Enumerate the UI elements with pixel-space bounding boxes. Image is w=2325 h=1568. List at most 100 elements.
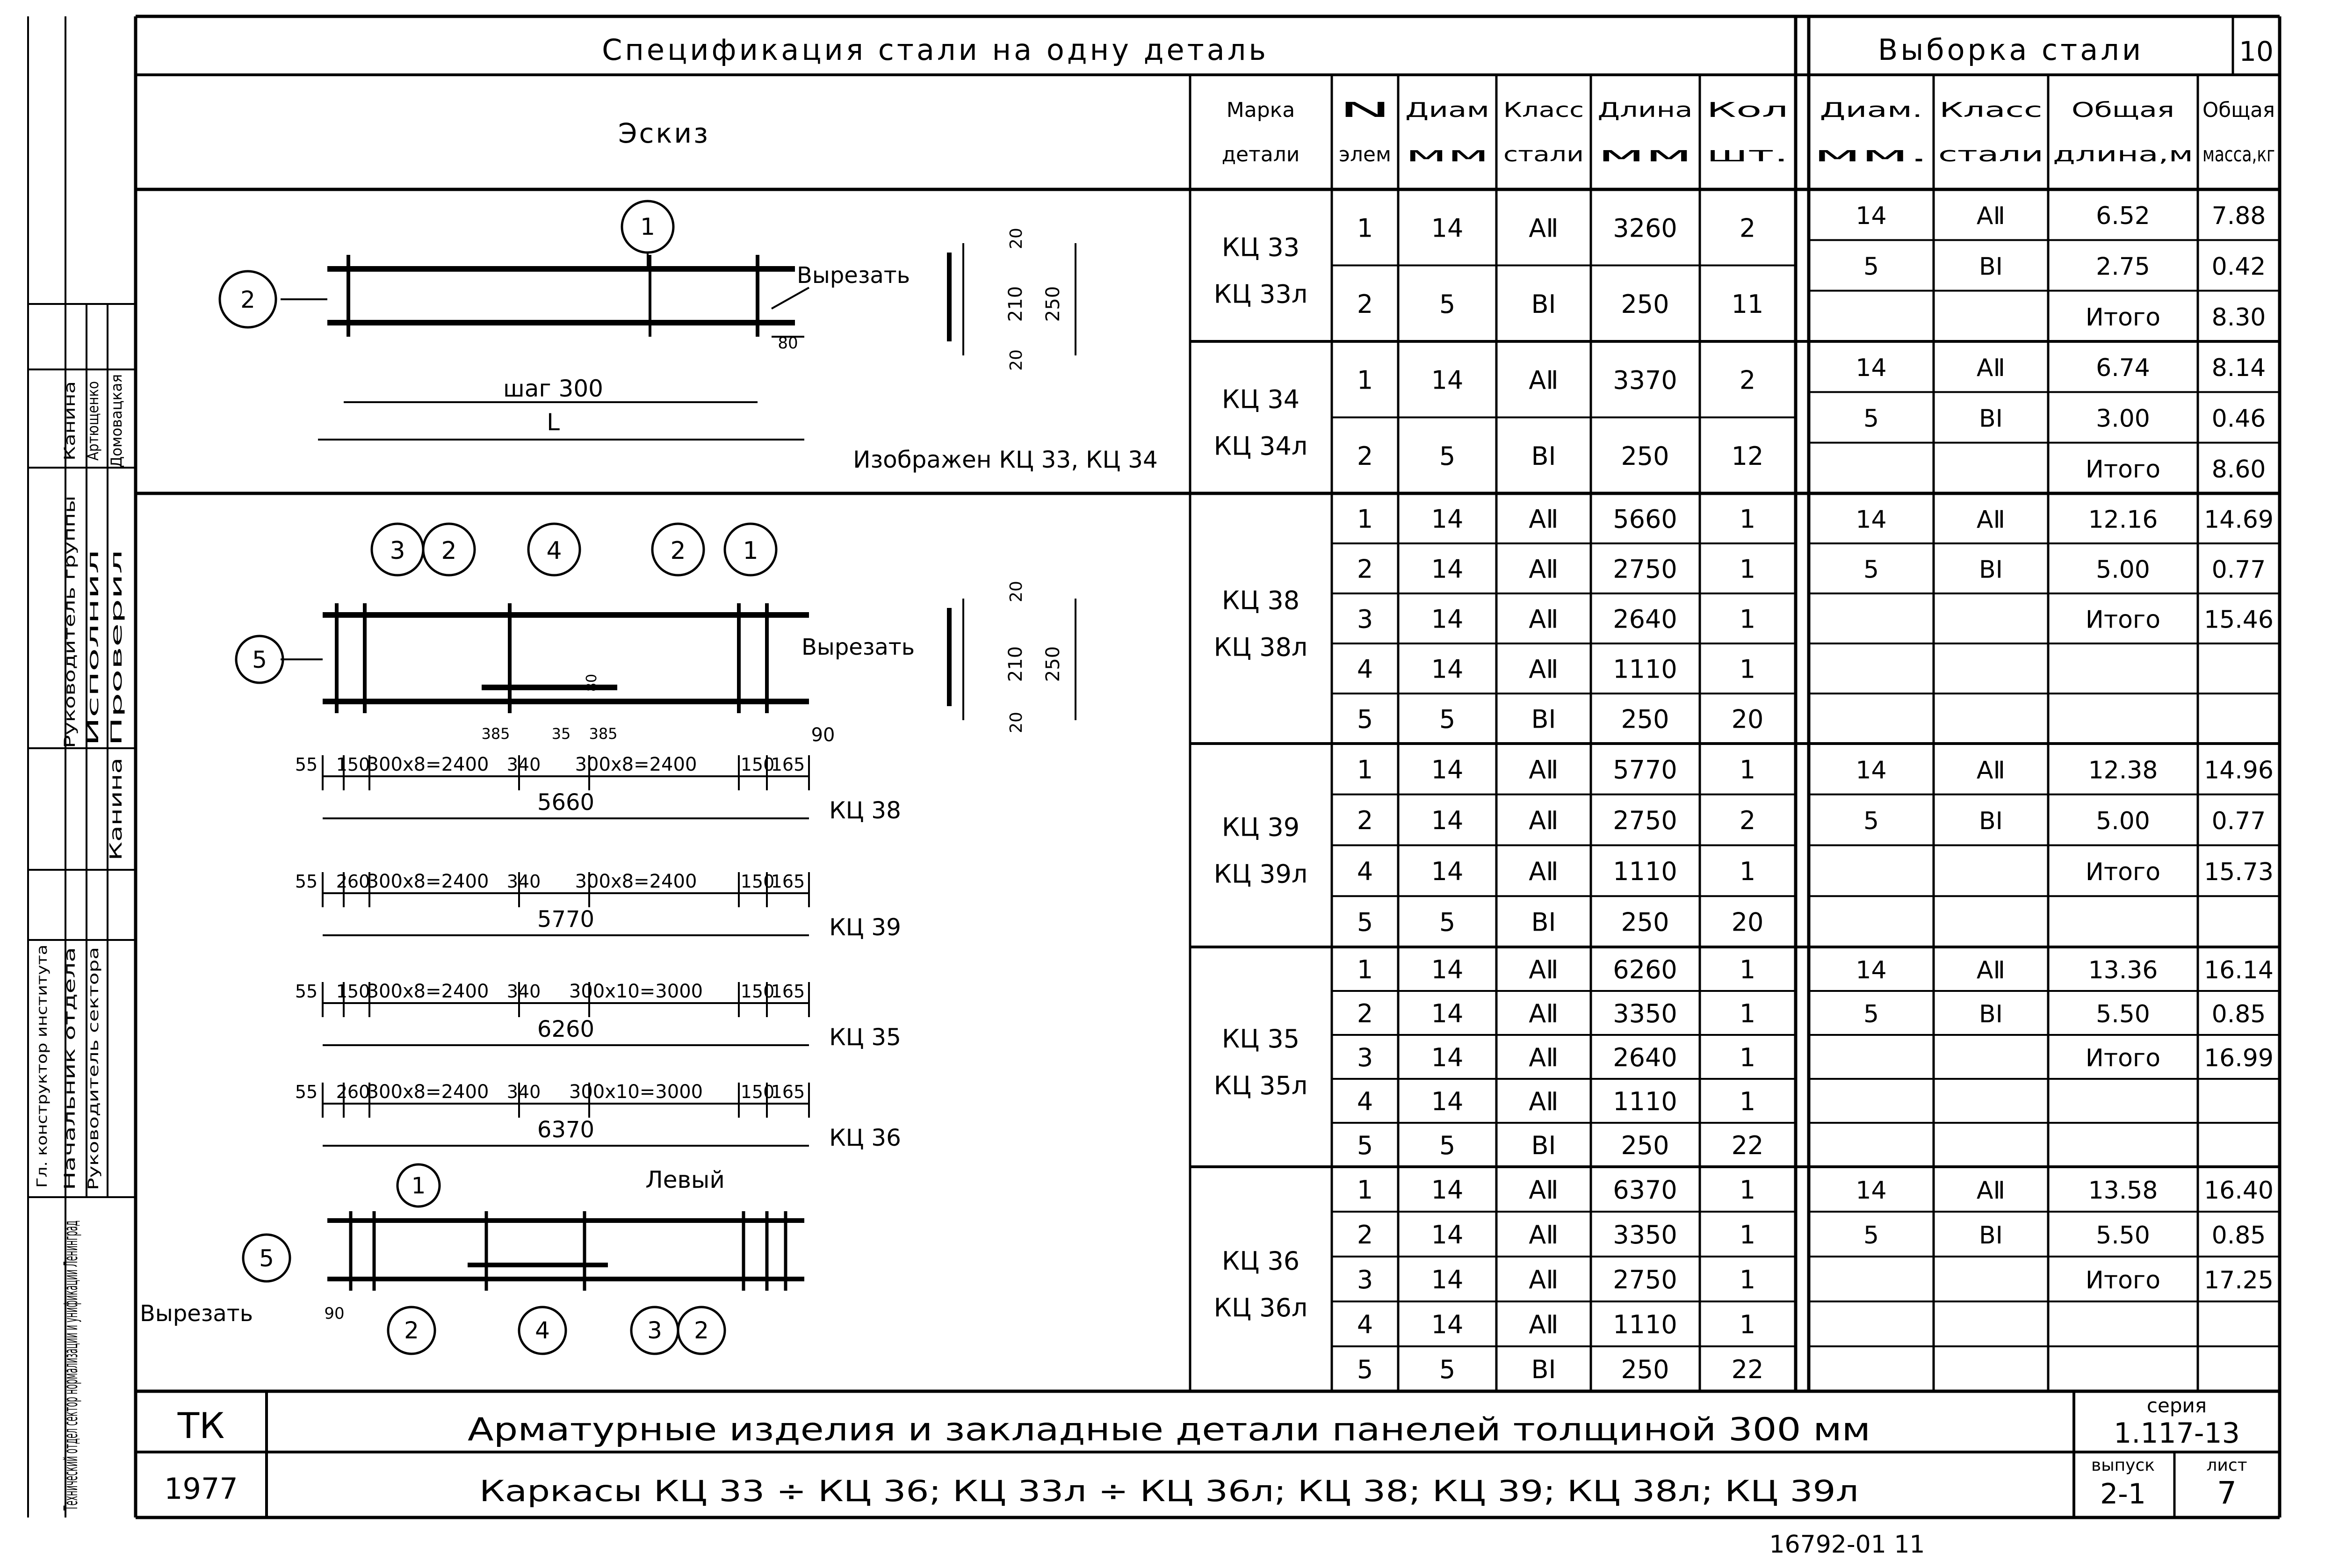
step-label: шаг 300 (503, 375, 603, 402)
callout-num: 2 (240, 286, 255, 313)
spec-cell: 1110 (1613, 1310, 1677, 1339)
dim-250: 250 (1042, 286, 1064, 322)
spec-cell: АⅡ (1529, 1087, 1559, 1116)
spec-cell: 3350 (1613, 1220, 1677, 1250)
selection-cell: 5.00 (2096, 807, 2150, 835)
cut-label-2: Вырезать (801, 634, 915, 660)
selection-cell: 14 (1856, 354, 1886, 382)
dim-part: 150 (741, 871, 775, 892)
spec-cell: 2 (1357, 1220, 1373, 1250)
sketch-title: Эскиз (618, 117, 710, 149)
spec-cell: 2 (1357, 441, 1373, 471)
spec-cell: 14 (1431, 806, 1464, 835)
drawing-subtitle: Каркасы КЦ 33 ÷ КЦ 36; КЦ 33л ÷ КЦ 36л; … (479, 1474, 1859, 1508)
spec-cell: 14 (1431, 605, 1464, 634)
selection-cell: 12.16 (2088, 506, 2158, 534)
spec-col-header: Марка (1227, 98, 1295, 122)
spec-cell: 250 (1621, 1355, 1669, 1384)
selection-cell: ВⅠ (1979, 556, 2003, 584)
spec-cell: 5 (1357, 908, 1373, 937)
spec-cell: 5770 (1613, 755, 1677, 784)
selection-cell: АⅡ (1977, 756, 2005, 784)
callout-circle (387, 1306, 436, 1355)
callout-num: 4 (546, 537, 562, 565)
selection-cell: АⅡ (1977, 956, 2005, 984)
selection-cell: 2.75 (2096, 253, 2150, 281)
dim-part: 340 (507, 871, 541, 892)
selection-cell: 3.00 (2096, 405, 2150, 433)
spec-cell: ВⅠ (1531, 705, 1556, 734)
spec-cell: 2 (1357, 806, 1373, 835)
spec-cell: 1 (1740, 505, 1755, 534)
dim-210: 210 (1005, 646, 1026, 682)
selection-col-header: масса,кг (2202, 143, 2275, 166)
dim-385: 385 (589, 725, 617, 743)
selection-cell: 14 (1856, 202, 1886, 230)
signer-name: Канина (61, 381, 79, 461)
spec-cell: АⅡ (1529, 1043, 1559, 1072)
sheet-number: 7 (2217, 1475, 2237, 1511)
selection-cell: 14 (1856, 956, 1886, 984)
callout-5 (235, 635, 284, 684)
selection-cell: 13.58 (2088, 1177, 2158, 1205)
spec-col-header: мм (1598, 143, 1693, 166)
signer-name: Домовацкая (108, 374, 125, 468)
spec-cell: АⅡ (1529, 1220, 1559, 1250)
selection-cell: АⅡ (1977, 202, 2005, 230)
callout-circle (422, 522, 476, 577)
role-label: Начальник отдела (61, 947, 79, 1190)
spec-cell: 22 (1732, 1355, 1764, 1384)
dim-total: 6370 (537, 1117, 594, 1143)
spec-cell: АⅡ (1529, 213, 1559, 243)
spec-cell: 14 (1431, 1310, 1464, 1339)
spec-cell: АⅡ (1529, 857, 1559, 886)
spec-cell: 4 (1357, 1087, 1373, 1116)
selection-col-header: Диам. (1820, 98, 1923, 122)
spec-cell: 2 (1740, 806, 1755, 835)
callout-1b (396, 1163, 441, 1208)
part-mark: КЦ 35 (1222, 1024, 1300, 1054)
selection-cell: 5 (1863, 405, 1879, 433)
spec-cell: 4 (1357, 857, 1373, 886)
dim-part: 150 (336, 754, 370, 775)
spec-cell: ВⅠ (1531, 441, 1556, 471)
spec-cell: 5 (1439, 908, 1455, 937)
spec-cell: 1 (1740, 1310, 1755, 1339)
spec-cell: ВⅠ (1531, 289, 1556, 319)
callout-num: 5 (252, 646, 267, 673)
callout-num: 1 (412, 1173, 426, 1199)
dim-part: 165 (771, 871, 805, 892)
cut-label-1: Вырезать (797, 262, 910, 289)
dim-row-mark: КЦ 39 (829, 914, 901, 941)
dim-250: 250 (1042, 646, 1064, 682)
spec-cell: 2 (1357, 289, 1373, 319)
dim-part: 150 (741, 754, 775, 775)
spec-col-header: Длина (1598, 98, 1693, 122)
selection-col-header: Общая (2072, 98, 2174, 122)
role-label: Исполнил (84, 549, 102, 746)
spec-cell: ВⅠ (1531, 908, 1556, 937)
selection-cell: Итого (2086, 455, 2160, 484)
spec-cell: ВⅠ (1531, 1131, 1556, 1160)
selection-col-header: Класс (1940, 98, 2043, 122)
selection-cell: 5 (1863, 1221, 1879, 1250)
callout-circle (651, 522, 705, 577)
callout-num: 2 (670, 537, 686, 565)
spec-cell: 14 (1431, 655, 1464, 684)
part-mark: КЦ 39л (1214, 860, 1308, 889)
spec-cell: 4 (1357, 655, 1373, 684)
spec-cell: 1 (1740, 857, 1755, 886)
spec-cell: 1110 (1613, 1087, 1677, 1116)
dim-385: 385 (481, 725, 510, 743)
spec-cell: АⅡ (1529, 655, 1559, 684)
dim-part: 300x10=3000 (569, 1081, 703, 1103)
spec-cell: 3370 (1613, 365, 1677, 395)
spec-cell: 5 (1439, 441, 1455, 471)
spec-cell: 250 (1621, 289, 1669, 319)
spec-cell: 1110 (1613, 857, 1677, 886)
selection-cell: 7.88 (2212, 202, 2266, 230)
role-label: Гл. конструктор института (34, 945, 51, 1188)
dim-part: 55 (295, 1082, 318, 1102)
shown-label: Изображен КЦ 33, КЦ 34 (853, 446, 1158, 473)
spec-cell: 14 (1431, 955, 1464, 984)
